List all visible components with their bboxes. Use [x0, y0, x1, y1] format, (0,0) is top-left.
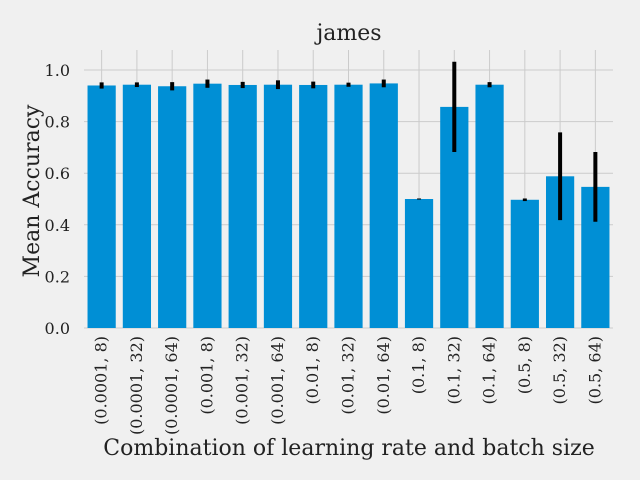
bar — [404, 199, 434, 328]
x-tick-label: (0.001, 32) — [233, 336, 252, 425]
bar — [87, 85, 116, 328]
y-axis-label: Mean Accuracy — [20, 104, 45, 277]
bar — [334, 84, 363, 329]
chart-title: james — [313, 21, 381, 46]
y-tick-label: 0.8 — [45, 113, 70, 132]
bar — [193, 83, 222, 328]
x-tick-labels: (0.0001, 8) (0.0001, 32) (0.0001, 64) (0.00… — [92, 336, 605, 435]
bar — [263, 84, 293, 329]
bar — [228, 84, 257, 329]
x-axis-label: Combination of learning rate and batch s… — [103, 436, 594, 461]
x-tick-label: (0.1, 8) — [409, 336, 428, 394]
x-tick-label: (0.01, 8) — [303, 336, 322, 404]
bar — [369, 83, 398, 328]
x-tick-label: (0.001, 8) — [197, 336, 216, 415]
x-tick-label: (0.1, 64) — [480, 336, 499, 404]
y-tick-label: 0.4 — [45, 216, 70, 235]
error-bars — [99, 61, 598, 222]
x-tick-label: (0.5, 64) — [585, 336, 604, 404]
x-tick-label: (0.5, 8) — [515, 336, 534, 394]
y-tick-labels: 0.0 0.2 0.4 0.6 0.8 1.0 — [45, 61, 70, 338]
bar — [510, 199, 539, 328]
x-tick-label: (0.5, 32) — [550, 336, 569, 404]
bar — [299, 84, 328, 329]
y-tick-label: 0.2 — [45, 267, 70, 286]
bar — [475, 84, 504, 329]
y-tick-label: 1.0 — [45, 61, 70, 80]
y-tick-label: 0.6 — [45, 164, 70, 183]
bar — [122, 84, 152, 329]
x-tick-label: (0.001, 64) — [268, 336, 287, 425]
x-tick-label: (0.01, 64) — [374, 336, 393, 415]
x-tick-label: (0.0001, 8) — [92, 336, 111, 425]
x-tick-label: (0.1, 32) — [444, 336, 463, 404]
x-tick-label: (0.0001, 64) — [162, 336, 181, 435]
x-tick-label: (0.0001, 32) — [127, 336, 146, 435]
y-tick-label: 0.0 — [45, 319, 70, 338]
bar — [158, 86, 187, 328]
x-tick-label: (0.01, 32) — [339, 336, 358, 415]
bars — [87, 83, 610, 329]
